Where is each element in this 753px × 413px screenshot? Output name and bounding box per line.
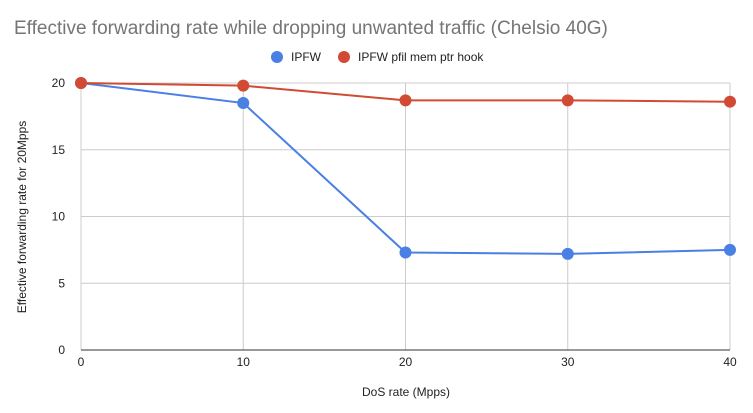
data-point-ipfw-pfil-20 bbox=[399, 94, 412, 107]
x-tick-label-30: 30 bbox=[561, 355, 575, 369]
x-tick-label-20: 20 bbox=[399, 355, 413, 369]
data-point-ipfw-10 bbox=[237, 97, 250, 110]
legend-swatch-ipfw bbox=[271, 51, 283, 63]
y-axis-label: Effective forwarding rate for 20Mpps bbox=[15, 121, 29, 314]
tick-labels: 0 5 10 15 20 0 10 20 30 40 bbox=[52, 76, 737, 369]
legend-swatch-ipfw-pfil bbox=[338, 51, 350, 63]
data-point-ipfw-pfil-0 bbox=[75, 77, 87, 89]
x-tick-label-0: 0 bbox=[78, 355, 85, 369]
legend-label-ipfw-pfil: IPFW pfil mem ptr hook bbox=[358, 50, 484, 64]
y-tick-label-10: 10 bbox=[52, 210, 66, 224]
data-point-ipfw-30 bbox=[561, 247, 574, 260]
data-point-ipfw-pfil-40 bbox=[724, 95, 736, 108]
data-point-ipfw-pfil-10 bbox=[237, 79, 250, 92]
y-tick-label-5: 5 bbox=[58, 276, 65, 290]
series-layer bbox=[75, 77, 736, 260]
x-tick-label-10: 10 bbox=[237, 355, 251, 369]
legend: IPFW IPFW pfil mem ptr hook bbox=[271, 50, 484, 64]
legend-label-ipfw: IPFW bbox=[291, 50, 322, 64]
data-point-ipfw-20 bbox=[399, 246, 412, 259]
y-tick-label-20: 20 bbox=[52, 76, 66, 90]
y-tick-label-15: 15 bbox=[52, 143, 66, 157]
data-point-ipfw-pfil-30 bbox=[561, 94, 574, 107]
chart-title: Effective forwarding rate while dropping… bbox=[14, 18, 608, 39]
x-axis-label: DoS rate (Mpps) bbox=[362, 385, 450, 399]
y-tick-label-0: 0 bbox=[58, 343, 65, 357]
data-point-ipfw-40 bbox=[724, 243, 736, 256]
grid bbox=[80, 82, 731, 350]
x-tick-label-40: 40 bbox=[723, 355, 737, 369]
